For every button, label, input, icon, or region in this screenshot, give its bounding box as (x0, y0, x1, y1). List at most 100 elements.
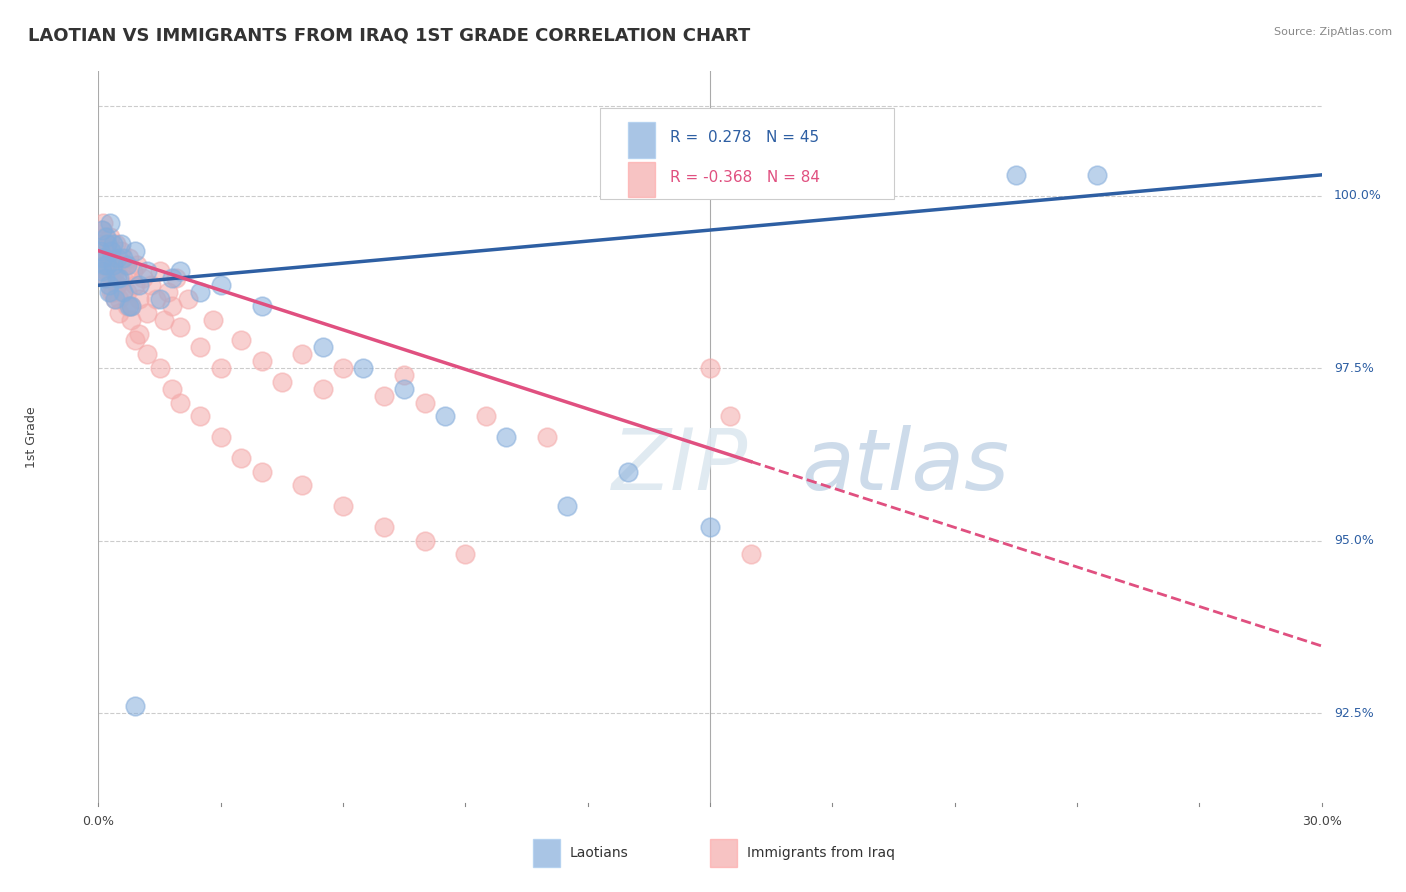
Point (111, 271, 134, 285)
Point (250, 465, 273, 479)
Point (94, 264, 117, 278)
Point (250, 299, 273, 313)
Point (97, 251, 120, 265)
Point (270, 375, 294, 389)
Text: Immigrants from Iraq: Immigrants from Iraq (747, 846, 894, 860)
Point (111, 285, 134, 300)
Point (156, 285, 179, 300)
Point (555, 499, 579, 513)
Point (132, 271, 155, 285)
Point (100, 271, 122, 285)
Point (332, 361, 354, 376)
Point (120, 312, 142, 326)
Point (231, 450, 253, 465)
Point (91, 251, 114, 265)
Point (111, 251, 134, 265)
Point (97, 258, 120, 272)
Point (136, 264, 159, 278)
Point (91, 258, 114, 272)
FancyBboxPatch shape (628, 162, 655, 197)
Point (105, 278, 128, 293)
Point (91, 244, 114, 258)
Point (97, 285, 120, 300)
Point (111, 285, 134, 300)
Point (98, 216, 121, 230)
Point (188, 285, 212, 300)
Point (413, 395, 436, 409)
Point (332, 499, 354, 513)
Point (124, 699, 146, 714)
Point (160, 271, 183, 285)
Point (110, 236, 132, 251)
Point (617, 465, 640, 479)
Point (128, 326, 150, 341)
Point (96, 258, 118, 272)
Point (145, 292, 167, 306)
Point (1004, 168, 1026, 182)
Text: R = -0.368   N = 84: R = -0.368 N = 84 (669, 169, 820, 185)
Point (201, 312, 224, 326)
Text: 0.0%: 0.0% (83, 815, 114, 828)
Point (124, 278, 146, 293)
Point (433, 409, 456, 424)
Point (104, 264, 127, 278)
FancyBboxPatch shape (628, 122, 655, 158)
Point (101, 264, 124, 278)
Text: 95.0%: 95.0% (1334, 534, 1374, 547)
Point (93, 244, 115, 258)
Point (90, 223, 112, 237)
Point (291, 347, 314, 361)
Point (100, 244, 122, 258)
Text: Laotians: Laotians (569, 846, 628, 860)
Point (495, 430, 517, 444)
Point (115, 285, 138, 300)
Point (94, 230, 117, 244)
Point (110, 244, 132, 258)
Point (107, 258, 129, 272)
Point (177, 292, 200, 306)
Point (373, 389, 395, 403)
Text: 92.5%: 92.5% (1334, 706, 1374, 720)
Text: 100.0%: 100.0% (1334, 189, 1382, 202)
FancyBboxPatch shape (600, 108, 894, 200)
Point (100, 285, 122, 300)
Text: ZIP: ZIP (612, 425, 748, 508)
Point (115, 258, 138, 272)
Point (128, 278, 150, 293)
Point (96, 271, 118, 285)
Point (149, 361, 172, 376)
FancyBboxPatch shape (533, 839, 560, 867)
Point (91, 216, 114, 230)
Point (141, 278, 163, 293)
Point (115, 299, 138, 313)
Point (699, 361, 721, 376)
Point (373, 520, 395, 534)
Point (108, 292, 131, 306)
Point (392, 382, 416, 396)
Point (209, 430, 232, 444)
Text: atlas: atlas (801, 425, 1010, 508)
Point (352, 361, 374, 376)
Text: Source: ZipAtlas.com: Source: ZipAtlas.com (1274, 27, 1392, 37)
Point (96, 236, 118, 251)
Point (149, 264, 172, 278)
Point (105, 271, 128, 285)
Point (209, 278, 232, 293)
Point (120, 299, 142, 313)
Point (101, 285, 124, 300)
Point (231, 334, 253, 348)
Point (454, 548, 477, 562)
Point (169, 264, 191, 278)
Text: 30.0%: 30.0% (1302, 815, 1341, 828)
Point (96, 251, 118, 265)
Point (188, 409, 212, 424)
Point (93, 258, 115, 272)
Point (104, 292, 127, 306)
Point (108, 271, 131, 285)
Point (93, 230, 115, 244)
Point (136, 347, 159, 361)
Point (101, 258, 124, 272)
Point (101, 236, 124, 251)
Point (169, 319, 191, 334)
Point (105, 278, 128, 293)
